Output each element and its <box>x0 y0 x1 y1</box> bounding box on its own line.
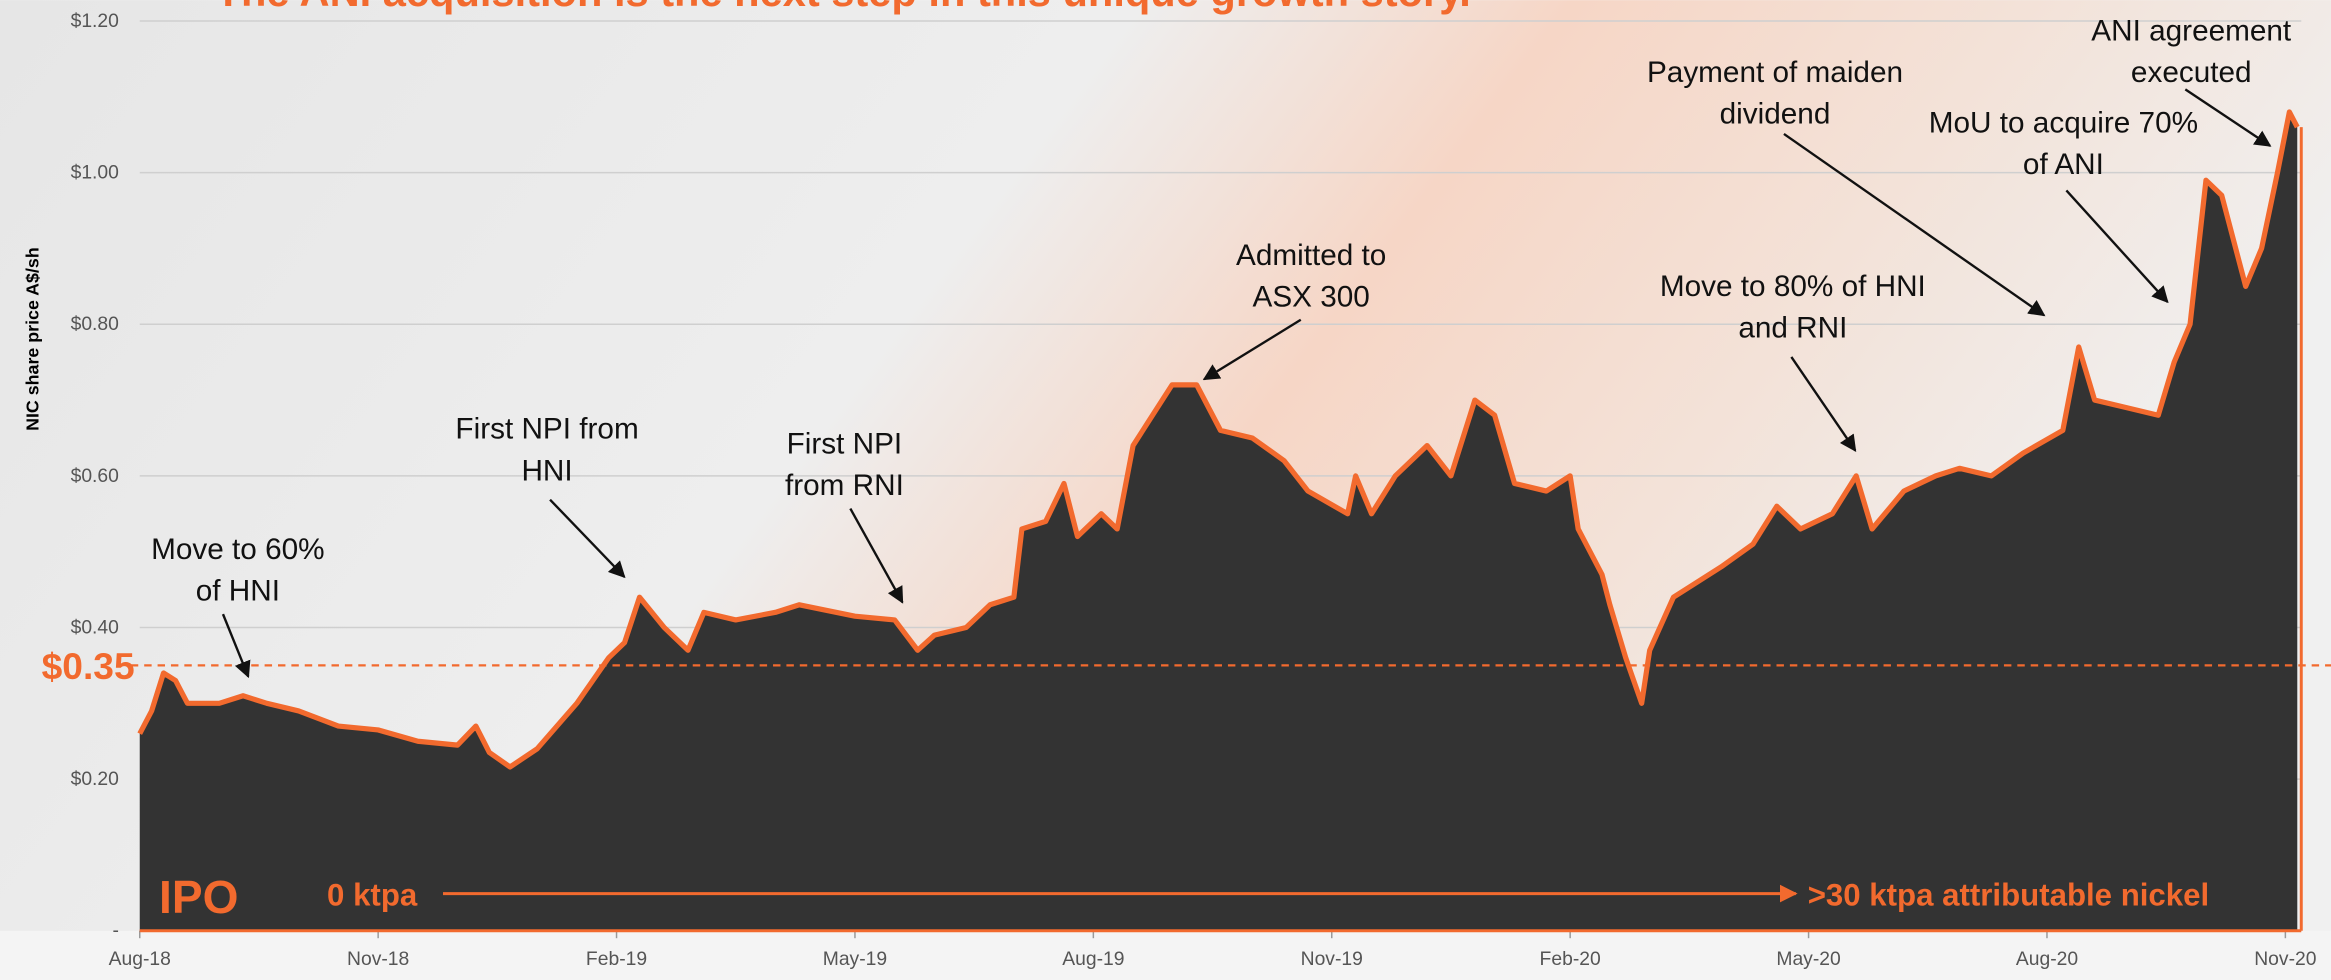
capacity-from: 0 ktpa <box>327 878 418 913</box>
annotation-text: of HNI <box>196 575 280 608</box>
x-tick-label: Nov-18 <box>347 949 409 970</box>
x-tick-label: May-20 <box>1776 949 1840 970</box>
y-tick-label: $1.20 <box>71 11 119 32</box>
y-axis-label: NIC share price A$/sh <box>23 247 43 431</box>
annotation-text: Admitted to <box>1236 239 1386 272</box>
annotation-text: HNI <box>521 454 572 487</box>
plot: - $0.20 $0.40 $0.60 $0.80 $1.00 $1.20 Aug-18 Nov… <box>42 11 2331 970</box>
annotation-arrow <box>2065 189 2169 304</box>
annotation-text: from RNI <box>785 469 904 502</box>
x-tick-label: May-19 <box>823 949 887 970</box>
annotation-arrow <box>221 613 251 679</box>
annotation-arrow <box>849 508 904 604</box>
annotation-text: and RNI <box>1738 312 1847 345</box>
annotation-text: First NPI <box>787 428 903 461</box>
y-tick-label: $1.00 <box>71 163 119 184</box>
annotation-text: Payment of maiden <box>1647 56 1903 89</box>
annotation-text: of ANI <box>2023 148 2104 181</box>
chart-title: The ANI acquisition is the next step in … <box>216 0 1471 15</box>
annotation-text: dividend <box>1720 98 1831 131</box>
x-tick-label: Feb-20 <box>1540 949 1601 970</box>
x-tick-label: Aug-20 <box>2016 949 2078 970</box>
annotation-text: Move to 60% <box>151 533 324 566</box>
annotation-text: MoU to acquire 70% <box>1929 106 2198 139</box>
y-tick-label: - <box>112 921 118 942</box>
ipo-label: IPO <box>159 871 238 923</box>
annotation-text: First NPI from <box>455 413 638 446</box>
capacity-to: >30 ktpa attributable nickel <box>1808 878 2209 913</box>
y-tick-label: $0.80 <box>71 314 119 335</box>
annotation-arrow <box>2184 88 2272 147</box>
annotation-text: executed <box>2131 56 2252 89</box>
x-tick-label: Nov-20 <box>2254 949 2316 970</box>
annotation-arrow <box>1790 356 1857 452</box>
y-tick-label: $0.60 <box>71 466 119 487</box>
annotation-arrow <box>549 498 626 579</box>
x-tick-label: Aug-19 <box>1062 949 1124 970</box>
annotation-text: ANI agreement <box>2091 14 2292 47</box>
x-tick-label: Aug-18 <box>109 949 171 970</box>
price-line <box>137 109 2300 770</box>
annotation-arrow <box>1202 318 1302 381</box>
annotation-text: Move to 80% of HNI <box>1660 270 1926 303</box>
annotation-arrow <box>1783 132 2046 317</box>
reference-label: $0.35 <box>42 645 135 687</box>
area-fill <box>139 111 2298 931</box>
x-tick-label: Feb-19 <box>586 949 647 970</box>
x-tick-label: Nov-19 <box>1301 949 1363 970</box>
y-tick-label: $0.20 <box>71 769 119 790</box>
y-tick-label: $0.40 <box>71 617 119 638</box>
annotation-text: ASX 300 <box>1253 280 1370 313</box>
